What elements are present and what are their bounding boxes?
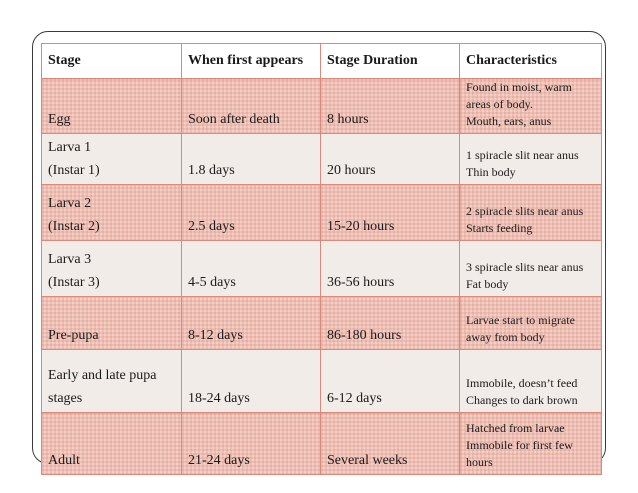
header-stage: Stage	[41, 43, 182, 79]
header-stage-duration: Stage Duration	[320, 43, 460, 79]
duration-cell: 36-56 hours	[320, 240, 460, 297]
appears-cell: 21-24 days	[181, 412, 321, 475]
characteristic-line: Starts feeding	[466, 221, 533, 235]
characteristic-line: areas of body.	[466, 97, 533, 111]
characteristic-line: Hatched from larvae	[466, 421, 565, 435]
table-row: Larva 1 (Instar 1) 1.8 days 20 hours 1 s…	[41, 133, 602, 185]
table-row: Egg Soon after death 8 hours Found in mo…	[41, 78, 602, 134]
stage-text: Pre-pupa	[48, 328, 99, 343]
appears-cell: 18-24 days	[181, 349, 321, 413]
stage-cell: Larva 1 (Instar 1)	[41, 133, 182, 185]
stage-cell: Larva 3 (Instar 3)	[41, 240, 182, 297]
stage-cell: Egg	[41, 78, 182, 134]
table-row: Adult 21-24 days Several weeks Hatched f…	[41, 412, 602, 475]
header-when-first-appears: When first appears	[181, 43, 321, 79]
stage-text: Larva 2	[48, 196, 92, 211]
duration-cell: 20 hours	[320, 133, 460, 185]
stage-cell: Early and late pupa stages	[41, 349, 182, 413]
life-stage-table: Stage When first appears Stage Duration …	[41, 43, 602, 475]
duration-cell: 15-20 hours	[320, 184, 460, 241]
stage-text: Egg	[48, 112, 71, 127]
stage-text: Larva 1	[48, 140, 92, 155]
stage-text: stages	[48, 391, 83, 406]
characteristic-line: Larvae start to migrate	[466, 313, 575, 327]
appears-cell: 2.5 days	[181, 184, 321, 241]
characteristic-line: 3 spiracle slits near anus	[466, 260, 584, 274]
stage-text: Adult	[48, 453, 80, 468]
table-row: Early and late pupa stages 18-24 days 6-…	[41, 349, 602, 413]
characteristics-cell: Larvae start to migrate away from body	[459, 296, 602, 350]
characteristic-line: away from body	[466, 330, 545, 344]
stage-text: (Instar 3)	[48, 275, 100, 290]
characteristics-cell: Found in moist, warm areas of body. Mout…	[459, 78, 602, 134]
header-row: Stage When first appears Stage Duration …	[41, 43, 602, 79]
appears-cell: Soon after death	[181, 78, 321, 134]
characteristics-cell: 2 spiracle slits near anus Starts feedin…	[459, 184, 602, 241]
table-row: Larva 3 (Instar 3) 4-5 days 36-56 hours …	[41, 240, 602, 297]
characteristic-line: hours	[466, 455, 493, 469]
duration-cell: 6-12 days	[320, 349, 460, 413]
characteristic-line: Changes to dark brown	[466, 393, 578, 407]
characteristics-cell: Hatched from larvae Immobile for first f…	[459, 412, 602, 475]
characteristics-cell: 3 spiracle slits near anus Fat body	[459, 240, 602, 297]
characteristic-line: Mouth, ears, anus	[466, 114, 552, 128]
stage-text: (Instar 2)	[48, 219, 100, 234]
stage-text: Larva 3	[48, 252, 92, 267]
characteristics-cell: 1 spiracle slit near anus Thin body	[459, 133, 602, 185]
stage-cell: Larva 2 (Instar 2)	[41, 184, 182, 241]
appears-cell: 8-12 days	[181, 296, 321, 350]
duration-cell: Several weeks	[320, 412, 460, 475]
table-row: Pre-pupa 8-12 days 86-180 hours Larvae s…	[41, 296, 602, 350]
duration-cell: 8 hours	[320, 78, 460, 134]
stage-text: Early and late pupa	[48, 368, 157, 383]
stage-cell: Adult	[41, 412, 182, 475]
characteristic-line: Immobile for first few	[466, 438, 573, 452]
header-characteristics: Characteristics	[459, 43, 602, 79]
appears-cell: 1.8 days	[181, 133, 321, 185]
duration-cell: 86-180 hours	[320, 296, 460, 350]
characteristic-line: 1 spiracle slit near anus	[466, 148, 579, 162]
characteristics-cell: Immobile, doesn’t feed Changes to dark b…	[459, 349, 602, 413]
characteristic-line: Found in moist, warm	[466, 80, 573, 94]
stage-text: (Instar 1)	[48, 163, 100, 178]
characteristic-line: Fat body	[466, 277, 509, 291]
characteristic-line: Immobile, doesn’t feed	[466, 376, 578, 390]
characteristic-line: Thin body	[466, 165, 516, 179]
characteristic-line: 2 spiracle slits near anus	[466, 204, 584, 218]
stage-cell: Pre-pupa	[41, 296, 182, 350]
appears-cell: 4-5 days	[181, 240, 321, 297]
table-row: Larva 2 (Instar 2) 2.5 days 15-20 hours …	[41, 184, 602, 241]
